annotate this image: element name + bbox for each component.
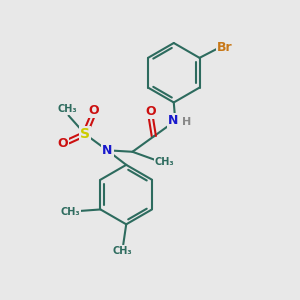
Text: O: O xyxy=(88,104,99,117)
Text: CH₃: CH₃ xyxy=(155,158,174,167)
Text: N: N xyxy=(102,143,113,157)
Text: N: N xyxy=(168,114,179,128)
Text: CH₃: CH₃ xyxy=(61,206,81,217)
Text: CH₃: CH₃ xyxy=(57,104,77,114)
Text: H: H xyxy=(182,117,191,128)
Text: O: O xyxy=(57,137,68,150)
Text: CH₃: CH₃ xyxy=(113,246,133,256)
Text: O: O xyxy=(145,105,156,118)
Text: S: S xyxy=(80,127,90,141)
Text: Br: Br xyxy=(217,41,233,54)
